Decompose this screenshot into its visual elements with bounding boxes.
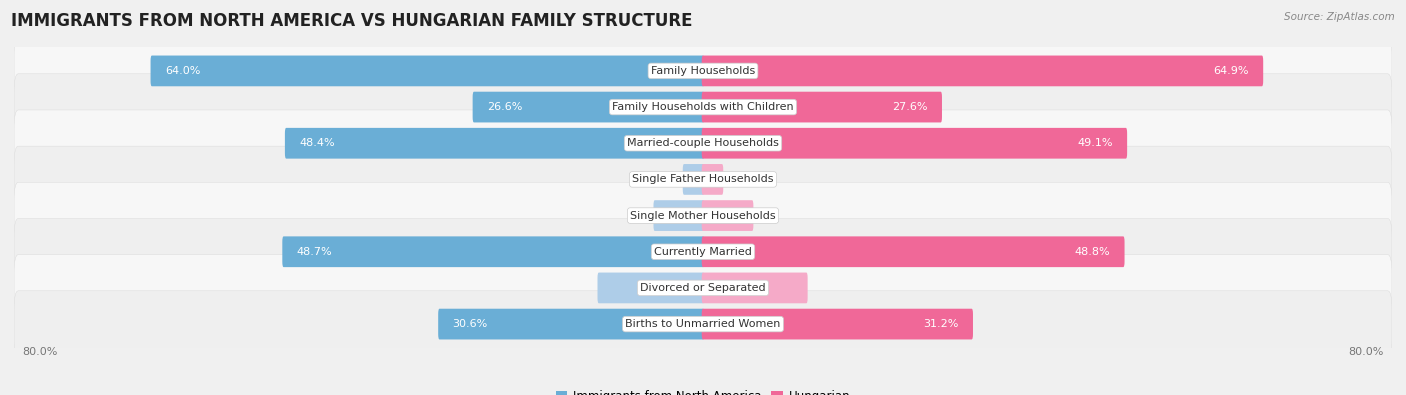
FancyBboxPatch shape (14, 255, 1392, 321)
Text: Currently Married: Currently Married (654, 247, 752, 257)
Text: Family Households with Children: Family Households with Children (612, 102, 794, 112)
FancyBboxPatch shape (472, 92, 704, 122)
FancyBboxPatch shape (702, 92, 942, 122)
FancyBboxPatch shape (14, 291, 1392, 357)
FancyBboxPatch shape (683, 164, 704, 195)
Text: 80.0%: 80.0% (1348, 346, 1384, 357)
Text: 5.7%: 5.7% (711, 211, 740, 220)
Text: IMMIGRANTS FROM NORTH AMERICA VS HUNGARIAN FAMILY STRUCTURE: IMMIGRANTS FROM NORTH AMERICA VS HUNGARI… (11, 12, 693, 30)
Text: 48.4%: 48.4% (299, 138, 335, 148)
FancyBboxPatch shape (14, 218, 1392, 285)
Text: Single Father Households: Single Father Households (633, 175, 773, 184)
Text: Divorced or Separated: Divorced or Separated (640, 283, 766, 293)
Text: 31.2%: 31.2% (924, 319, 959, 329)
Text: Single Mother Households: Single Mother Households (630, 211, 776, 220)
Text: 30.6%: 30.6% (453, 319, 488, 329)
FancyBboxPatch shape (598, 273, 704, 303)
FancyBboxPatch shape (439, 309, 704, 339)
Text: 5.6%: 5.6% (666, 211, 695, 220)
FancyBboxPatch shape (150, 56, 704, 86)
FancyBboxPatch shape (702, 309, 973, 339)
Text: Family Households: Family Households (651, 66, 755, 76)
Text: 64.0%: 64.0% (165, 66, 200, 76)
FancyBboxPatch shape (283, 236, 704, 267)
Text: 64.9%: 64.9% (1213, 66, 1249, 76)
FancyBboxPatch shape (14, 38, 1392, 104)
FancyBboxPatch shape (702, 200, 754, 231)
FancyBboxPatch shape (14, 74, 1392, 140)
Text: Births to Unmarried Women: Births to Unmarried Women (626, 319, 780, 329)
FancyBboxPatch shape (14, 146, 1392, 213)
Text: 48.8%: 48.8% (1074, 247, 1111, 257)
Text: 2.2%: 2.2% (711, 175, 740, 184)
FancyBboxPatch shape (702, 273, 807, 303)
Text: 49.1%: 49.1% (1077, 138, 1114, 148)
Text: 12.0%: 12.0% (711, 283, 747, 293)
FancyBboxPatch shape (702, 164, 723, 195)
FancyBboxPatch shape (702, 56, 1263, 86)
FancyBboxPatch shape (702, 128, 1128, 159)
Text: 80.0%: 80.0% (22, 346, 58, 357)
Text: 2.2%: 2.2% (666, 175, 695, 184)
Legend: Immigrants from North America, Hungarian: Immigrants from North America, Hungarian (551, 385, 855, 395)
FancyBboxPatch shape (14, 182, 1392, 249)
Text: 12.1%: 12.1% (659, 283, 695, 293)
Text: Married-couple Households: Married-couple Households (627, 138, 779, 148)
Text: 26.6%: 26.6% (486, 102, 522, 112)
FancyBboxPatch shape (702, 236, 1125, 267)
Text: Source: ZipAtlas.com: Source: ZipAtlas.com (1284, 12, 1395, 22)
Text: 27.6%: 27.6% (893, 102, 928, 112)
FancyBboxPatch shape (654, 200, 704, 231)
Text: 48.7%: 48.7% (297, 247, 332, 257)
FancyBboxPatch shape (14, 110, 1392, 177)
FancyBboxPatch shape (285, 128, 704, 159)
